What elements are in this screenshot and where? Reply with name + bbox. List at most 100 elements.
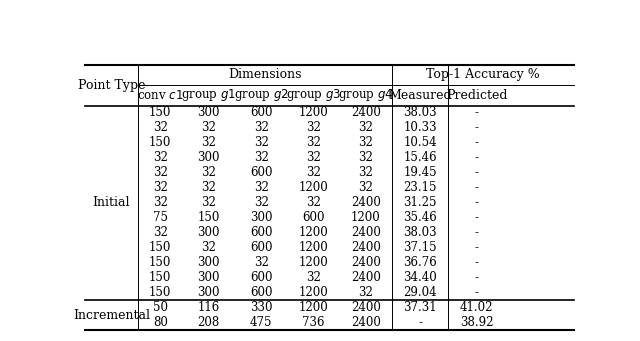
Text: 19.45: 19.45: [403, 166, 437, 179]
Text: 32: 32: [358, 136, 373, 149]
Text: 2400: 2400: [351, 271, 381, 284]
Text: 32: 32: [202, 181, 216, 194]
Text: -: -: [475, 181, 479, 194]
Text: 50: 50: [153, 301, 168, 314]
Text: group $g4$: group $g4$: [338, 87, 394, 103]
Text: 600: 600: [250, 241, 273, 254]
Text: 38.03: 38.03: [403, 226, 437, 239]
Text: 32: 32: [358, 181, 373, 194]
Text: -: -: [475, 151, 479, 164]
Text: group $g3$: group $g3$: [286, 87, 341, 103]
Text: 75: 75: [153, 211, 168, 224]
Text: 1200: 1200: [298, 256, 328, 269]
Text: Point Type: Point Type: [77, 78, 145, 91]
Text: 32: 32: [358, 121, 373, 134]
Text: 32: 32: [358, 151, 373, 164]
Text: 80: 80: [153, 316, 168, 329]
Text: 41.02: 41.02: [460, 301, 493, 314]
Text: 34.40: 34.40: [403, 271, 437, 284]
Text: 300: 300: [198, 256, 220, 269]
Text: group $g2$: group $g2$: [234, 87, 289, 103]
Text: 2400: 2400: [351, 316, 381, 329]
Text: 150: 150: [149, 136, 172, 149]
Text: 600: 600: [250, 106, 273, 119]
Text: Dimensions: Dimensions: [228, 68, 301, 81]
Text: 1200: 1200: [351, 211, 381, 224]
Text: 32: 32: [153, 196, 168, 209]
Text: 600: 600: [250, 271, 273, 284]
Text: 2400: 2400: [351, 241, 381, 254]
Text: 300: 300: [198, 286, 220, 299]
Text: 150: 150: [149, 286, 172, 299]
Text: 300: 300: [198, 151, 220, 164]
Text: 116: 116: [198, 301, 220, 314]
Text: 29.04: 29.04: [403, 286, 437, 299]
Text: 2400: 2400: [351, 226, 381, 239]
Text: 2400: 2400: [351, 256, 381, 269]
Text: 37.31: 37.31: [403, 301, 437, 314]
Text: 600: 600: [250, 226, 273, 239]
Text: 32: 32: [253, 121, 269, 134]
Text: -: -: [475, 106, 479, 119]
Text: 31.25: 31.25: [403, 196, 437, 209]
Text: 1200: 1200: [298, 241, 328, 254]
Text: Predicted: Predicted: [446, 89, 508, 102]
Text: 32: 32: [253, 256, 269, 269]
Text: 32: 32: [202, 196, 216, 209]
Text: -: -: [475, 211, 479, 224]
Text: 1200: 1200: [298, 226, 328, 239]
Text: 32: 32: [306, 151, 321, 164]
Text: 1200: 1200: [298, 286, 328, 299]
Text: 300: 300: [250, 211, 273, 224]
Text: 36.76: 36.76: [403, 256, 437, 269]
Text: 208: 208: [198, 316, 220, 329]
Text: -: -: [475, 256, 479, 269]
Text: 32: 32: [253, 196, 269, 209]
Text: 150: 150: [149, 271, 172, 284]
Text: 15.46: 15.46: [403, 151, 437, 164]
Text: 32: 32: [253, 151, 269, 164]
Text: 32: 32: [153, 121, 168, 134]
Text: 38.03: 38.03: [403, 106, 437, 119]
Text: 32: 32: [358, 166, 373, 179]
Text: 600: 600: [302, 211, 324, 224]
Text: 32: 32: [253, 181, 269, 194]
Text: 1200: 1200: [298, 301, 328, 314]
Text: 150: 150: [198, 211, 220, 224]
Text: -: -: [475, 226, 479, 239]
Text: 736: 736: [302, 316, 324, 329]
Text: -: -: [475, 196, 479, 209]
Text: 10.33: 10.33: [403, 121, 437, 134]
Text: 330: 330: [250, 301, 273, 314]
Text: 23.15: 23.15: [403, 181, 437, 194]
Text: 300: 300: [198, 106, 220, 119]
Text: 1200: 1200: [298, 181, 328, 194]
Text: 32: 32: [153, 151, 168, 164]
Text: -: -: [475, 241, 479, 254]
Text: -: -: [475, 166, 479, 179]
Text: 32: 32: [202, 121, 216, 134]
Text: 150: 150: [149, 241, 172, 254]
Text: 32: 32: [202, 136, 216, 149]
Text: 475: 475: [250, 316, 273, 329]
Text: 2400: 2400: [351, 301, 381, 314]
Text: 32: 32: [202, 241, 216, 254]
Text: group $g1$: group $g1$: [181, 87, 236, 103]
Text: Measured: Measured: [388, 89, 452, 102]
Text: 32: 32: [153, 166, 168, 179]
Text: 32: 32: [306, 196, 321, 209]
Text: -: -: [475, 121, 479, 134]
Text: 2400: 2400: [351, 196, 381, 209]
Text: 32: 32: [202, 166, 216, 179]
Text: 32: 32: [358, 286, 373, 299]
Text: -: -: [418, 316, 422, 329]
Text: -: -: [475, 136, 479, 149]
Text: -: -: [475, 271, 479, 284]
Text: 300: 300: [198, 271, 220, 284]
Text: 32: 32: [253, 136, 269, 149]
Text: -: -: [475, 286, 479, 299]
Text: Initial: Initial: [93, 196, 130, 209]
Text: 32: 32: [306, 136, 321, 149]
Text: Top-1 Accuracy %: Top-1 Accuracy %: [426, 68, 540, 81]
Text: 600: 600: [250, 166, 273, 179]
